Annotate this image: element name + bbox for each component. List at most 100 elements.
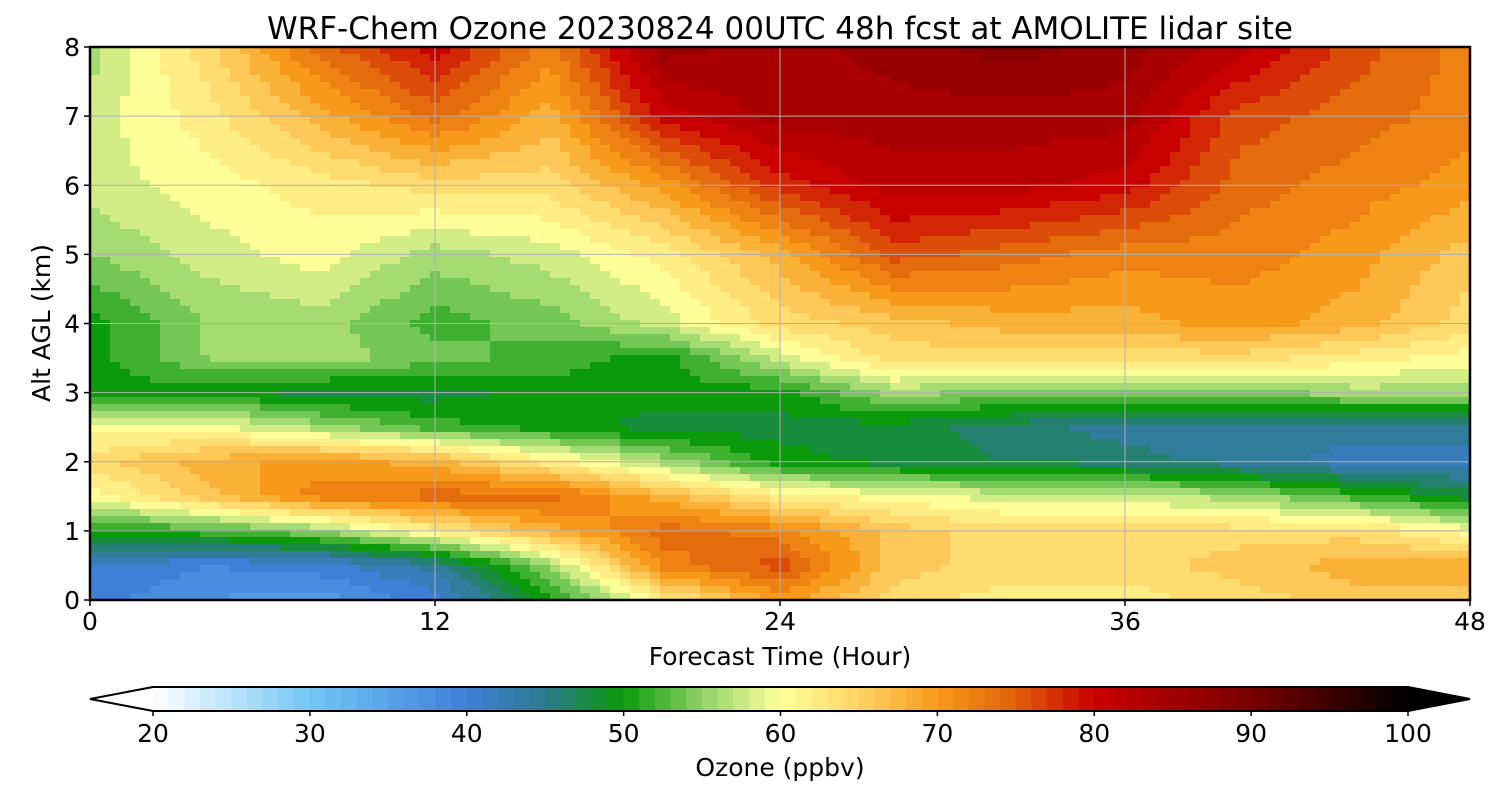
heatmap-cell (1130, 96, 1141, 104)
heatmap-cell (1030, 138, 1041, 146)
heatmap-cell (360, 278, 371, 286)
heatmap-cell (1220, 82, 1231, 90)
heatmap-cell (1300, 96, 1311, 104)
heatmap-cell (1100, 264, 1111, 272)
heatmap-cell (930, 103, 941, 111)
heatmap-cell (650, 54, 661, 62)
heatmap-cell (690, 152, 701, 160)
heatmap-cell (610, 117, 621, 125)
heatmap-cell (550, 278, 561, 286)
heatmap-cell (420, 180, 431, 188)
heatmap-cell (210, 243, 221, 251)
heatmap-cell (150, 159, 161, 167)
heatmap-cell (1390, 201, 1401, 209)
heatmap-cell (740, 54, 751, 62)
heatmap-cell (730, 194, 741, 202)
heatmap-cell (390, 152, 401, 160)
heatmap-cell (760, 103, 771, 111)
heatmap-cell (730, 68, 741, 76)
heatmap-cell (140, 208, 151, 216)
heatmap-cell (260, 61, 271, 69)
heatmap-cell (1080, 68, 1091, 76)
heatmap-cell (840, 264, 851, 272)
heatmap-cell (400, 208, 411, 216)
heatmap-cell (350, 187, 361, 195)
heatmap-cell (320, 292, 331, 300)
heatmap-cell (800, 222, 811, 230)
heatmap-cell (790, 68, 801, 76)
heatmap-cell (1240, 278, 1251, 286)
heatmap-cell (450, 173, 461, 181)
heatmap-cell (600, 194, 611, 202)
heatmap-cell (980, 159, 991, 167)
heatmap-cell (1320, 89, 1331, 97)
heatmap-cell (1290, 264, 1301, 272)
heatmap-cell (1250, 75, 1261, 83)
heatmap-cell (630, 54, 641, 62)
heatmap-cell (630, 180, 641, 188)
heatmap-cell (620, 68, 631, 76)
heatmap-cell (1320, 201, 1331, 209)
heatmap-cell (560, 159, 571, 167)
heatmap-cell (260, 292, 271, 300)
heatmap-cell (1450, 236, 1461, 244)
heatmap-cell (1420, 173, 1431, 181)
heatmap-cell (290, 47, 301, 55)
heatmap-cell (1200, 117, 1211, 125)
heatmap-cell (610, 222, 621, 230)
heatmap-cell (580, 257, 591, 265)
heatmap-cell (970, 236, 981, 244)
heatmap-cell (190, 222, 201, 230)
heatmap-cell (700, 61, 711, 69)
heatmap-cell (660, 278, 671, 286)
heatmap-cell (520, 96, 531, 104)
heatmap-cell (1110, 110, 1121, 118)
heatmap-cell (90, 222, 101, 230)
heatmap-cell (1360, 201, 1371, 209)
heatmap-cell (1340, 173, 1351, 181)
heatmap-cell (1190, 103, 1201, 111)
heatmap-cell (830, 110, 841, 118)
heatmap-cell (1320, 47, 1331, 55)
heatmap-cell (940, 117, 951, 125)
heatmap-cell (280, 159, 291, 167)
heatmap-cell (270, 173, 281, 181)
heatmap-cell (960, 271, 971, 279)
heatmap-cell (340, 54, 351, 62)
heatmap-cell (270, 54, 281, 62)
heatmap-cell (1050, 61, 1061, 69)
heatmap-cell (890, 152, 901, 160)
heatmap-cell (1290, 89, 1301, 97)
heatmap-cell (810, 194, 821, 202)
heatmap-cell (150, 201, 161, 209)
heatmap-cell (160, 180, 171, 188)
heatmap-cell (940, 124, 951, 132)
heatmap-cell (870, 96, 881, 104)
heatmap-cell (650, 152, 661, 160)
heatmap-cell (150, 61, 161, 69)
heatmap-cell (1030, 110, 1041, 118)
heatmap-cell (410, 75, 421, 83)
heatmap-cell (450, 110, 461, 118)
heatmap-cell (1130, 89, 1141, 97)
heatmap-cell (350, 96, 361, 104)
heatmap-cell (350, 243, 361, 251)
heatmap-cell (720, 180, 731, 188)
heatmap-cell (860, 194, 871, 202)
heatmap-cell (160, 124, 171, 132)
heatmap-cell (400, 264, 411, 272)
heatmap-cell (660, 54, 671, 62)
heatmap-cell (940, 250, 951, 258)
heatmap-cell (840, 68, 851, 76)
heatmap-cell (960, 89, 971, 97)
heatmap-cell (1230, 264, 1241, 272)
heatmap-cell (960, 250, 971, 258)
heatmap-cell (1100, 292, 1111, 300)
heatmap-cell (610, 250, 621, 258)
heatmap-cell (180, 124, 191, 132)
heatmap-cell (970, 187, 981, 195)
heatmap-cell (950, 82, 961, 90)
heatmap-cell (830, 117, 841, 125)
heatmap-cell (90, 187, 101, 195)
heatmap-cell (380, 257, 391, 265)
